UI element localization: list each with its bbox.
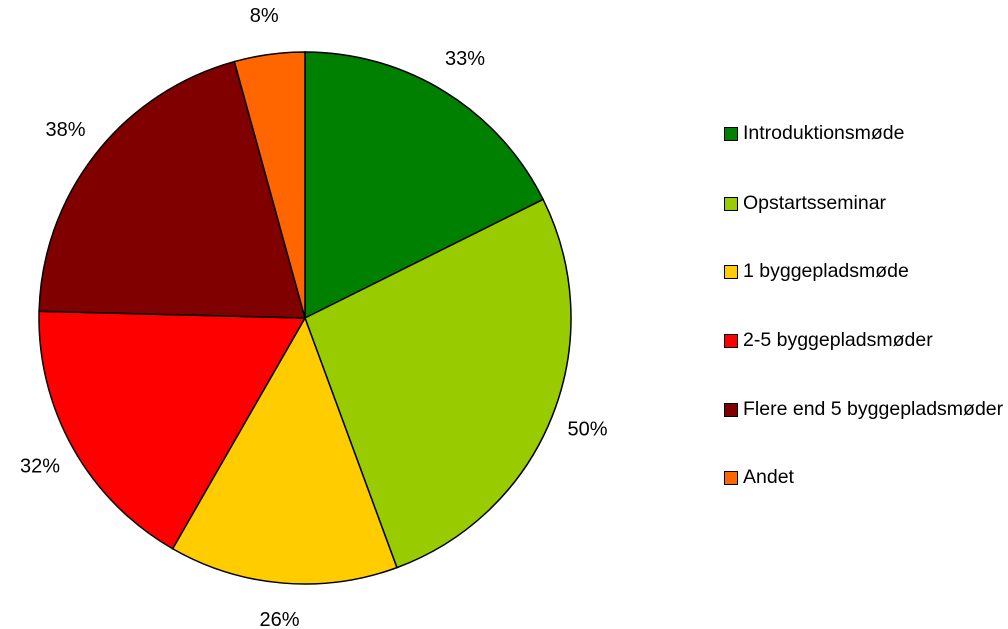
legend-swatch xyxy=(724,334,738,348)
legend-swatch xyxy=(724,127,738,141)
data-label: 50% xyxy=(568,418,608,440)
legend-label: Flere end 5 byggepladsmøder xyxy=(743,398,1004,420)
legend-item: Introduktionsmøde xyxy=(722,120,1005,147)
legend-label: 2-5 byggepladsmøder xyxy=(743,329,933,351)
legend-swatch xyxy=(724,471,738,485)
legend-label: Introduktionsmøde xyxy=(743,122,905,144)
pie-slice xyxy=(233,51,306,319)
pie-slice xyxy=(304,198,572,569)
data-label: 32% xyxy=(20,455,60,477)
legend-swatch xyxy=(724,265,738,279)
data-label: 38% xyxy=(45,119,85,141)
data-label: 33% xyxy=(445,48,485,70)
legend-label: Opstartsseminar xyxy=(743,192,887,214)
pie-slice xyxy=(38,310,307,550)
pie-slice xyxy=(38,60,306,319)
legend-item: Flere end 5 byggepladsmøder xyxy=(722,396,1005,423)
legend-item: 2-5 byggepladsmøder xyxy=(722,327,1005,354)
legend-swatch xyxy=(724,403,738,417)
legend-item: Andet xyxy=(722,464,1005,491)
pie-slice xyxy=(304,51,545,320)
legend-item: Opstartsseminar xyxy=(722,190,1005,217)
legend-item: 1 byggepladsmøde xyxy=(722,258,1005,285)
legend-label: 1 byggepladsmøde xyxy=(743,260,909,282)
data-label: 26% xyxy=(259,609,299,629)
data-label: 8% xyxy=(250,5,279,27)
legend-label: Andet xyxy=(743,466,794,488)
legend-swatch xyxy=(724,197,738,211)
pie-slice xyxy=(171,316,398,585)
